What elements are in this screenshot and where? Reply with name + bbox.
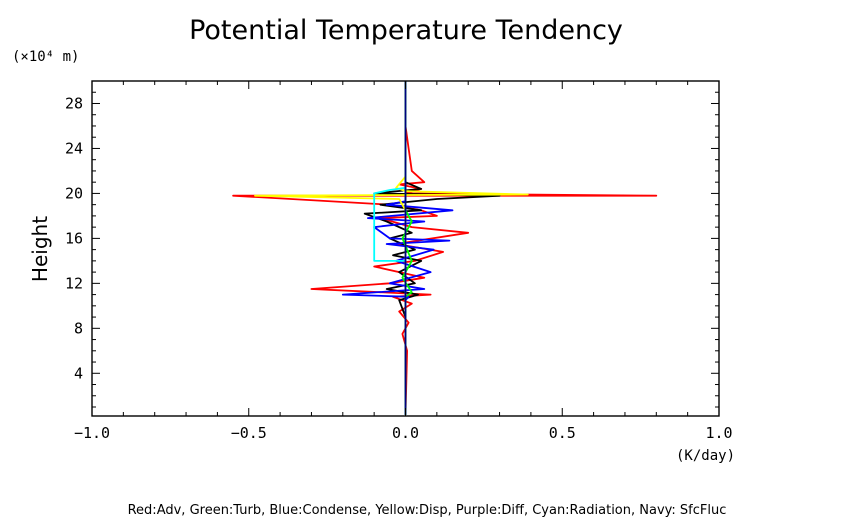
legend-footnote: Red:Adv, Green:Turb, Blue:Condense, Yell…	[128, 503, 727, 518]
x-unit-label: (K/day)	[676, 448, 735, 464]
chart-title: Potential Temperature Tendency	[189, 15, 623, 46]
y-axis-label: Height	[28, 216, 52, 282]
y-tick-label: 12	[65, 274, 83, 292]
y-tick-label: 28	[65, 94, 83, 112]
y-tick-label: 4	[74, 364, 83, 382]
x-tick-label: 0.0	[392, 424, 419, 442]
series-line-adv	[232, 81, 658, 415]
axes-layer: −1.0 −0.5 0.0 0.5 1.0 4 8 12 16 20 24 28	[65, 80, 733, 442]
y-tick-label: 24	[65, 139, 83, 157]
x-tick-label: 1.0	[705, 424, 732, 442]
series-line-condense	[341, 81, 454, 415]
x-tick-label: −1.0	[74, 424, 110, 442]
x-tick-label: 0.5	[549, 424, 576, 442]
y-tick-label: 8	[74, 319, 83, 337]
series-line-disp	[254, 81, 529, 415]
series-line-total	[363, 81, 501, 415]
y-tick-label: 16	[65, 229, 83, 247]
series-layer	[232, 81, 658, 415]
series-line-turb	[401, 81, 413, 415]
series-line-radiation	[373, 81, 407, 415]
y-unit-label: (×10⁴ m)	[12, 49, 79, 65]
y-tick-label: 20	[65, 184, 83, 202]
x-tick-label: −0.5	[231, 424, 267, 442]
